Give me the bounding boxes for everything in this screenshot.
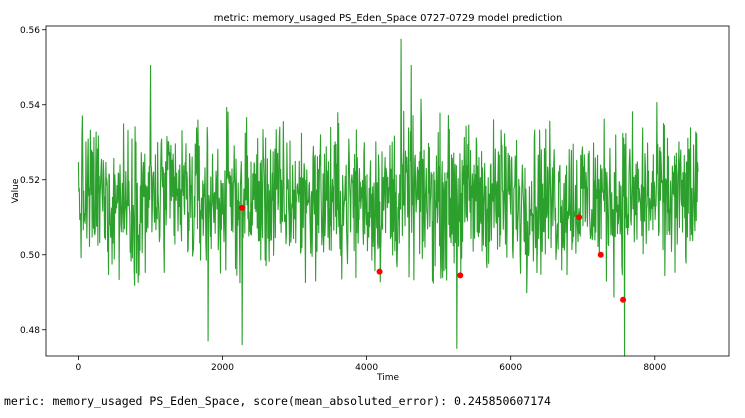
y-tick-label: 0.52 [20, 176, 40, 186]
prediction-point [597, 251, 604, 258]
x-axis-label: Time [376, 373, 399, 383]
x-tick-label: 4000 [355, 363, 378, 373]
y-tick-label: 0.48 [20, 326, 40, 336]
x-tick-label: 0 [76, 363, 82, 373]
series-line-path [77, 38, 699, 357]
data-series-line [77, 38, 699, 357]
y-axis-ticks: 0.48 0.50 0.52 0.54 0.56 [20, 26, 46, 336]
prediction-point [620, 296, 627, 303]
chart-title: metric: memory_usaged PS_Eden_Space 0727… [214, 13, 563, 24]
prediction-point [238, 204, 245, 211]
plot-area [77, 38, 699, 357]
y-tick-label: 0.54 [20, 101, 40, 111]
prediction-points [238, 204, 627, 303]
y-axis-label: Value [11, 178, 21, 203]
prediction-point [457, 272, 464, 279]
x-tick-label: 6000 [499, 363, 522, 373]
x-tick-label: 2000 [211, 363, 234, 373]
y-tick-label: 0.50 [20, 251, 40, 261]
score-output-text: meric: memory_usaged PS_Eden_Space, scor… [4, 394, 551, 408]
prediction-point [376, 268, 383, 275]
prediction-point [576, 214, 583, 221]
y-tick-label: 0.56 [20, 26, 40, 36]
x-tick-label: 8000 [643, 363, 666, 373]
plot-frame [45, 25, 730, 357]
x-axis-ticks: 0 2000 4000 6000 8000 [76, 356, 667, 373]
